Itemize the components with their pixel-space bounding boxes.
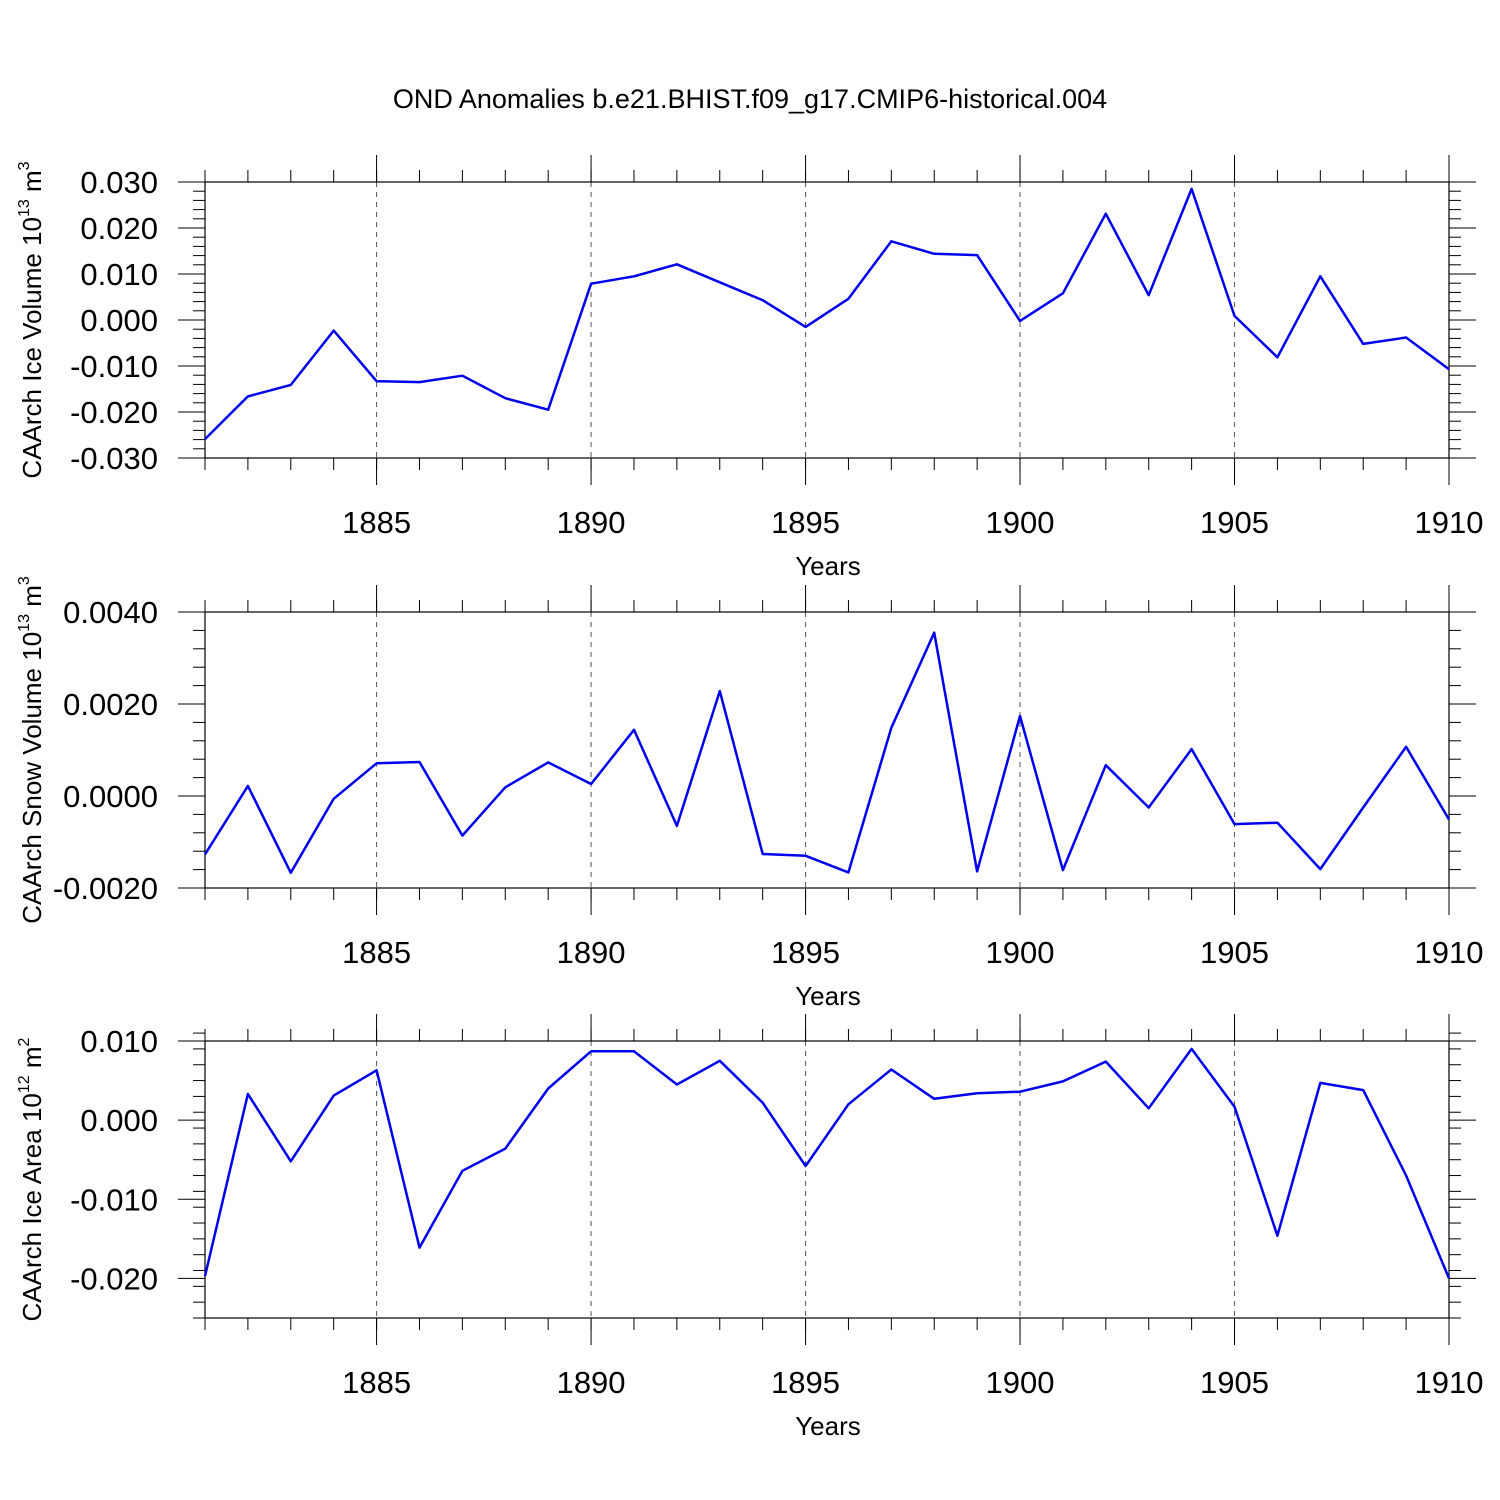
x-tick-label: 1895: [771, 935, 840, 970]
chart-panel-3: 1885 1890 1895 1900 1905 1910 -0.020 -0.010 0.00…: [16, 1014, 1483, 1441]
x-axis-label: Years: [795, 981, 861, 1011]
y-axis-label: CAArch Ice Area 1012 m2: [16, 1037, 47, 1321]
x-tick-label: 1895: [771, 1365, 840, 1400]
data-line: [203, 1047, 1451, 1279]
x-tick-label: 1885: [342, 505, 411, 540]
x-tick-label: 1900: [986, 935, 1055, 970]
x-tick-label: 1900: [986, 505, 1055, 540]
x-axis-label: Years: [795, 1411, 861, 1441]
y-tick-label: -0.020: [70, 1261, 158, 1296]
y-tick-label: 0.010: [80, 257, 158, 292]
y-tick-label: -0.010: [70, 1182, 158, 1217]
x-tick-label: 1885: [342, 1365, 411, 1400]
data-line: [204, 187, 1450, 440]
x-tick-label: 1900: [986, 1365, 1055, 1400]
x-tick-label: 1910: [1415, 505, 1484, 540]
y-tick-label: 0.0000: [63, 779, 158, 814]
y-tick-label: 0.0020: [63, 687, 158, 722]
data-line: [203, 631, 1451, 875]
y-tick-label: -0.010: [70, 349, 158, 384]
x-tick-label: 1910: [1415, 1365, 1484, 1400]
y-tick-label: 0.0040: [63, 595, 158, 630]
x-tick-label: 1905: [1200, 505, 1269, 540]
x-tick-label: 1905: [1200, 1365, 1269, 1400]
plot-frame: [204, 1040, 1450, 1319]
y-tick-label: 0.020: [80, 211, 158, 246]
y-tick-label: 0.010: [80, 1024, 158, 1059]
plot-frame: [204, 181, 1450, 459]
x-tick-label: 1895: [771, 505, 840, 540]
x-tick-label: 1890: [557, 1365, 626, 1400]
y-tick-label: -0.020: [70, 395, 158, 430]
y-axis-label: CAArch Ice Volume 1013 m3: [16, 161, 47, 478]
x-tick-label: 1905: [1200, 935, 1269, 970]
x-tick-label: 1910: [1415, 935, 1484, 970]
chart-panel-2: 1885 1890 1895 1900 1905 1910 -0.0020 0.0000 0.0…: [16, 576, 1483, 1011]
chart-panel-1: 1885 1890 1895 1900 1905 1910 -0.030 -0.020 -0.0…: [16, 155, 1483, 581]
y-tick-label: -0.0020: [53, 871, 158, 906]
x-axis-label: Years: [795, 551, 861, 581]
x-tick-label: 1890: [557, 935, 626, 970]
x-tick-label: 1885: [342, 935, 411, 970]
figure-title: OND Anomalies b.e21.BHIST.f09_g17.CMIP6-…: [393, 84, 1107, 114]
y-tick-label: 0.000: [80, 1103, 158, 1138]
x-tick-label: 1890: [557, 505, 626, 540]
y-axis-label: CAArch Snow Volume 1013 m3: [16, 576, 47, 924]
y-tick-label: 0.000: [80, 303, 158, 338]
y-tick-label: 0.030: [80, 165, 158, 200]
plot-frame: [204, 611, 1450, 889]
y-tick-label: -0.030: [70, 441, 158, 476]
